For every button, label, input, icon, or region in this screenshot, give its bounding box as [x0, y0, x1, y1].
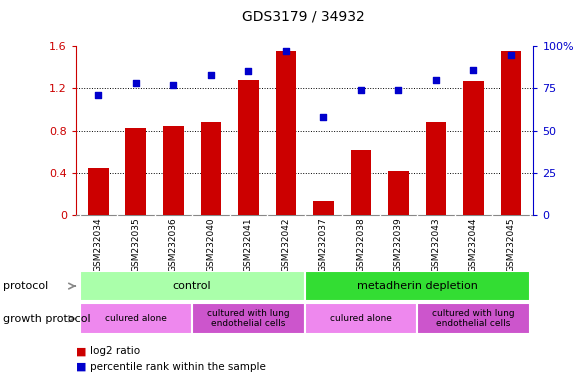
Text: protocol: protocol: [3, 281, 48, 291]
Text: culured alone: culured alone: [105, 314, 167, 323]
Bar: [163, 126, 184, 215]
Bar: [305, 271, 530, 301]
Bar: [125, 128, 146, 215]
Text: percentile rank within the sample: percentile rank within the sample: [90, 362, 266, 372]
Point: [356, 87, 366, 93]
Point: [506, 51, 515, 58]
Point: [319, 114, 328, 120]
Bar: [79, 271, 305, 301]
Text: control: control: [173, 281, 212, 291]
Text: GSM232044: GSM232044: [469, 218, 478, 272]
Bar: [350, 149, 371, 215]
Bar: [426, 122, 446, 215]
Text: ■: ■: [76, 346, 86, 356]
Point: [206, 72, 216, 78]
Point: [281, 48, 290, 54]
Text: GSM232034: GSM232034: [94, 218, 103, 272]
Bar: [276, 51, 296, 215]
Point: [431, 77, 441, 83]
Text: GSM232036: GSM232036: [169, 218, 178, 273]
Text: culured alone: culured alone: [330, 314, 392, 323]
Text: ■: ■: [76, 362, 86, 372]
Bar: [238, 80, 259, 215]
Bar: [305, 303, 417, 334]
Text: cultured with lung
endothelial cells: cultured with lung endothelial cells: [207, 309, 290, 328]
Point: [168, 82, 178, 88]
Point: [131, 80, 141, 86]
Bar: [417, 303, 530, 334]
Bar: [388, 170, 409, 215]
Text: GSM232035: GSM232035: [131, 218, 141, 273]
Text: GSM232038: GSM232038: [356, 218, 366, 273]
Bar: [463, 81, 484, 215]
Point: [394, 87, 403, 93]
Text: GSM232041: GSM232041: [244, 218, 253, 272]
Point: [469, 67, 478, 73]
Bar: [201, 122, 221, 215]
Bar: [313, 201, 333, 215]
Text: metadherin depletion: metadherin depletion: [357, 281, 477, 291]
Text: GSM232045: GSM232045: [507, 218, 515, 272]
Text: GSM232039: GSM232039: [394, 218, 403, 273]
Text: log2 ratio: log2 ratio: [90, 346, 141, 356]
Bar: [88, 167, 108, 215]
Text: cultured with lung
endothelial cells: cultured with lung endothelial cells: [432, 309, 515, 328]
Point: [94, 92, 103, 98]
Text: GSM232037: GSM232037: [319, 218, 328, 273]
Text: GSM232040: GSM232040: [206, 218, 215, 272]
Bar: [192, 303, 305, 334]
Text: GSM232043: GSM232043: [431, 218, 440, 272]
Text: GDS3179 / 34932: GDS3179 / 34932: [242, 9, 364, 23]
Text: growth protocol: growth protocol: [3, 314, 90, 324]
Bar: [79, 303, 192, 334]
Point: [244, 68, 253, 74]
Bar: [501, 51, 521, 215]
Text: GSM232042: GSM232042: [282, 218, 290, 272]
